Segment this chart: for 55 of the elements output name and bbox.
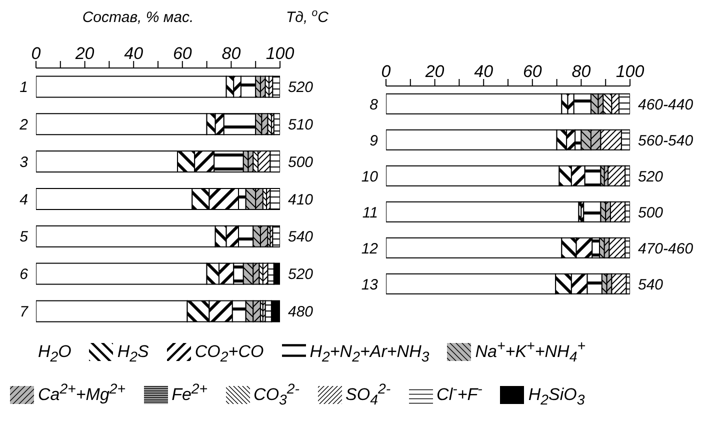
legend-label: Cl$^{-}$+F$^{-}$ [436,380,482,404]
legend-label: H$_{2}$S [117,342,149,365]
y-tick-label: 7 [20,304,29,321]
y-tick-label: 1 [20,79,28,96]
x-tick-label: 40 [474,62,494,81]
x-tick-label: 0 [381,62,392,81]
x-tick-label: 20 [74,44,95,63]
y-tick-label: 6 [20,266,29,284]
bar [270,188,280,210]
text: 520 [288,79,314,96]
text: 500 [638,204,664,222]
x-tick-label: 20 [424,62,445,81]
y-tick-label: 2 [18,116,29,134]
legend-label: CO$_{2}$+CO [194,342,264,365]
text: 510 [288,116,314,134]
x-axis-title: Состав, % мас. [82,9,194,26]
x-tick-label: 0 [31,44,42,63]
x-tick-label: 100 [616,62,645,81]
y-tick-label: 8 [370,96,379,114]
legend-label: H$_{2}$+N$_{2}$+Ar+NH$_{3}$ [310,342,430,365]
y-tick-label: 5 [20,228,29,246]
text: 540 [638,276,664,294]
legend-label: H$_{2}$SiO$_{3}$ [528,384,585,408]
bar [608,165,626,186]
text: 470-460 [638,240,694,258]
y-tick-label: 4 [20,191,28,208]
x-tick-label: 60 [522,62,542,81]
y-tick-label: 9 [370,132,379,150]
y2-axis-title: Тд, $^{o}$C [286,7,329,26]
text: 540 [288,228,314,246]
text: 480 [288,304,314,321]
x-tick-label: 40 [124,44,144,63]
y-tick-label: 13 [361,276,379,294]
text: 520 [288,266,314,284]
text: 460-440 [638,96,694,114]
legend-label: Ca$^{2+}$+Mg$^{2+}$ [38,380,126,404]
legend-label: Fe$^{2+}$ [172,380,208,404]
bar [272,225,280,248]
x-tick-label: 100 [266,44,295,63]
y-tick-label: 11 [362,204,378,222]
text: 560-540 [638,132,694,150]
x-tick-label: 80 [572,62,592,81]
bar [583,201,602,222]
x-tick-label: 80 [222,44,242,63]
bar [386,201,580,222]
text: 410 [288,191,314,208]
series-label: H$_{2}$O [38,342,72,365]
y-tick-label: 12 [361,240,379,258]
bar [273,113,280,136]
y-tick-label: 3 [20,154,29,171]
x-tick-label: 60 [172,44,192,63]
text: 520 [638,168,664,186]
bar [272,76,280,98]
text: 500 [288,154,314,171]
y-tick-label: 10 [361,168,379,186]
